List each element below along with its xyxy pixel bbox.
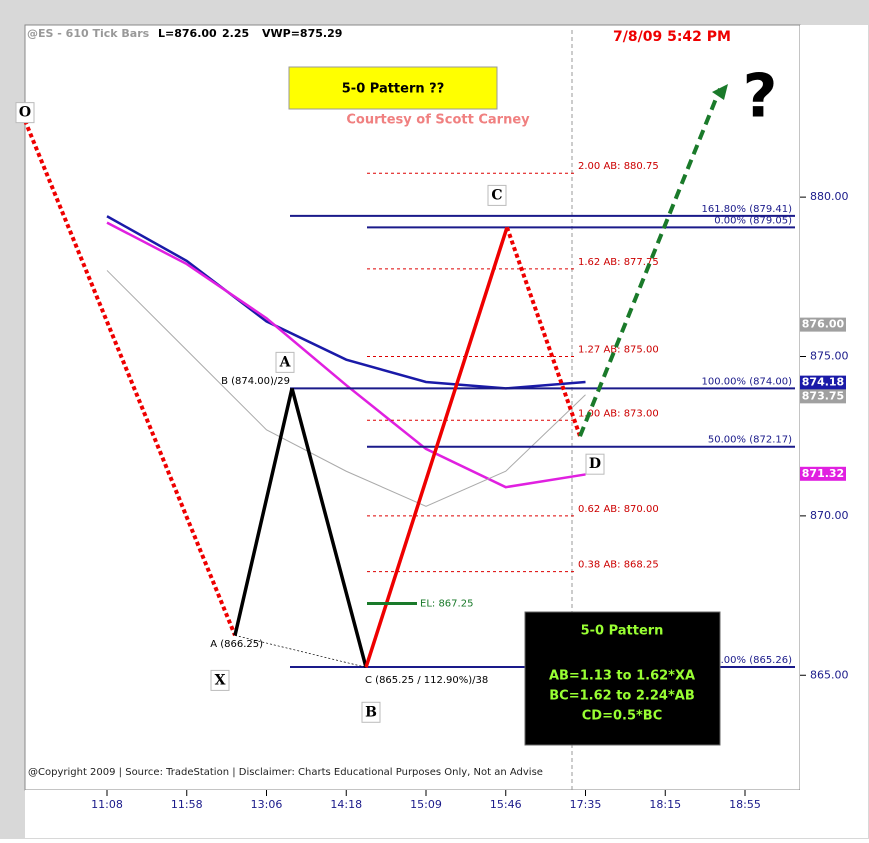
- y-tick-label: 880.00: [810, 190, 849, 203]
- x-axis-panel: [25, 790, 868, 838]
- price-tag-label: 876.00: [802, 318, 845, 331]
- price-tag-label: 871.32: [802, 467, 844, 480]
- question-mark: ?: [743, 62, 778, 132]
- point-label-box: [361, 701, 381, 723]
- point-label-box: [487, 184, 507, 206]
- price-tag-label: 873.75: [802, 389, 844, 402]
- ab-level-label: 1.27 AB: 875.00: [578, 345, 659, 356]
- title-box: [288, 66, 498, 110]
- vwap: VWP=875.29: [262, 27, 342, 40]
- leg-ox: [23, 119, 237, 637]
- x-tick-label: 15:09: [410, 798, 442, 811]
- last-price: L=876.00: [158, 27, 217, 40]
- x-tick-label: 11:08: [91, 798, 123, 811]
- point-label: X: [215, 672, 226, 688]
- point-label-box: [275, 351, 295, 373]
- y-tick-label: 870.00: [810, 509, 849, 522]
- chart-title: 5-0 Pattern ??: [342, 82, 444, 97]
- ab-level-label: 2.00 AB: 880.75: [578, 161, 659, 172]
- ab-level-label: 0.62 AB: 870.00: [578, 504, 659, 515]
- x-tick-label: 18:55: [729, 798, 761, 811]
- point-label: D: [589, 456, 601, 472]
- rules-line: BC=1.62 to 2.24*AB: [549, 689, 694, 704]
- ab-level-label: 0.38 AB: 868.25: [578, 560, 659, 571]
- rules-box: [524, 611, 721, 746]
- fib-level-label: 100.00% (874.00): [702, 376, 793, 387]
- projection-arrow: [712, 84, 728, 100]
- leg-xb: [234, 635, 367, 668]
- chart-subtitle: Courtesy of Scott Carney: [346, 113, 530, 128]
- x-tick-label: 13:06: [251, 798, 283, 811]
- point-label: A: [279, 354, 292, 370]
- rules-line: AB=1.13 to 1.62*XA: [549, 669, 695, 684]
- change: 2.25: [222, 27, 249, 40]
- price-tag: [800, 375, 846, 390]
- x-tick-label: 17:35: [570, 798, 602, 811]
- ab-level-label: 1.62 AB: 877.75: [578, 257, 659, 268]
- point-label: B: [365, 704, 377, 720]
- price-tag: [800, 317, 846, 332]
- point-label: C: [491, 187, 502, 203]
- y-axis-panel: [800, 25, 868, 790]
- projection: [578, 88, 722, 437]
- price-tag: [800, 466, 846, 481]
- fib-level-label: 0.00% (865.26): [714, 655, 792, 666]
- leg-bc: [364, 226, 509, 668]
- rules-line: CD=0.5*BC: [582, 709, 663, 724]
- entry-label: EL: 867.25: [420, 599, 473, 610]
- price-tag: [800, 389, 846, 404]
- point-label: O: [19, 105, 31, 121]
- y-tick-label: 875.00: [810, 350, 849, 363]
- ab-level-label: 1.00 AB: 873.00: [578, 408, 659, 419]
- leg-xa: [233, 387, 294, 636]
- x-tick-label: 14:18: [330, 798, 362, 811]
- point-label-box: [210, 669, 230, 691]
- moving-average: [106, 270, 586, 507]
- symbol: @ES - 610 Tick Bars: [27, 27, 150, 40]
- moving-average: [106, 221, 586, 489]
- y-tick-label: 865.00: [810, 668, 849, 681]
- x-tick-label: 11:58: [171, 798, 203, 811]
- leg-ab: [290, 387, 368, 668]
- price-tag-label: 874.18: [802, 376, 844, 389]
- fib-level-label: 161.80% (879.41): [702, 204, 793, 215]
- point-note: C (865.25 / 112.90%)/38: [365, 675, 488, 686]
- x-tick-label: 15:46: [490, 798, 522, 811]
- point-note: B (874.00)/29: [221, 376, 290, 387]
- footer: @Copyright 2009 | Source: TradeStation |…: [28, 767, 543, 778]
- leg-cd: [505, 226, 582, 437]
- fib-level-label: 50.00% (872.17): [708, 435, 792, 446]
- point-note: A (866.25): [210, 639, 263, 650]
- timestamp: 7/8/09 5:42 PM: [613, 29, 731, 45]
- fib-level-label: 0.00% (879.05): [714, 215, 792, 226]
- rules-title: 5-0 Pattern: [581, 624, 664, 639]
- point-label-box: [585, 453, 605, 475]
- x-tick-label: 18:15: [649, 798, 681, 811]
- point-label-box: [15, 102, 35, 124]
